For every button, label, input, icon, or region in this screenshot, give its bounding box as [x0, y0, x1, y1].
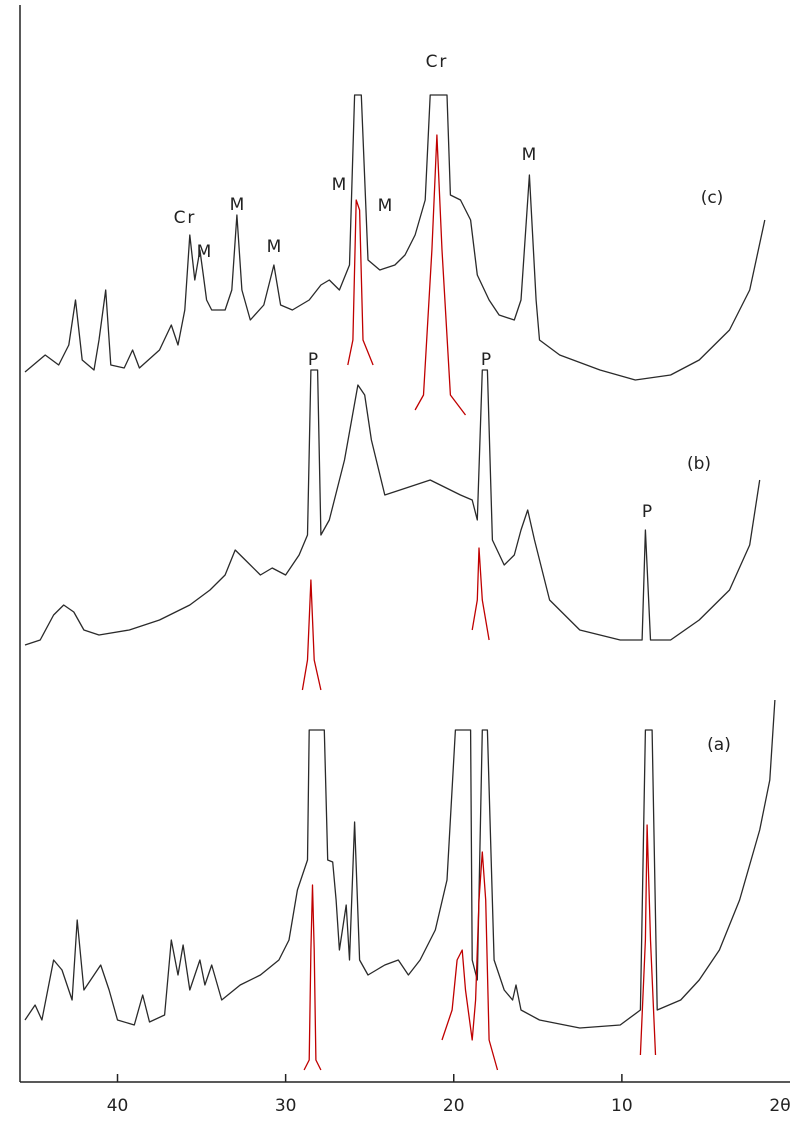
peak-label: M [522, 145, 539, 165]
trace-label: (c) [701, 188, 724, 208]
x-tick-label: 40 [107, 1096, 129, 1116]
peak-label: M [267, 237, 284, 257]
pattern-trace [24, 94, 766, 381]
peak-label: Cr [174, 208, 197, 228]
peak-label: M [197, 242, 214, 262]
reference-peak [471, 547, 490, 641]
x-axis-label: 2θ [769, 1096, 790, 1116]
peak-label: Cr [426, 52, 449, 72]
pattern-trace [24, 699, 776, 1029]
reference-peak [441, 851, 499, 1071]
peak-label: P [481, 350, 493, 370]
peak-label: M [378, 196, 395, 216]
x-tick-label: 20 [443, 1096, 465, 1116]
reference-peak [301, 579, 322, 691]
x-tick-label: 30 [275, 1096, 297, 1116]
reference-peak [639, 824, 657, 1056]
reference-peak [347, 199, 374, 366]
reference-peak [414, 134, 467, 416]
trace-label: (a) [707, 735, 731, 755]
peak-label: M [332, 175, 349, 195]
pattern-trace [24, 369, 761, 646]
x-tick-label: 10 [611, 1096, 633, 1116]
peak-label: M [230, 195, 247, 215]
peak-label: P [308, 350, 320, 370]
trace-label: (b) [687, 454, 711, 474]
reference-peak [303, 884, 322, 1071]
peak-label: P [642, 502, 654, 522]
